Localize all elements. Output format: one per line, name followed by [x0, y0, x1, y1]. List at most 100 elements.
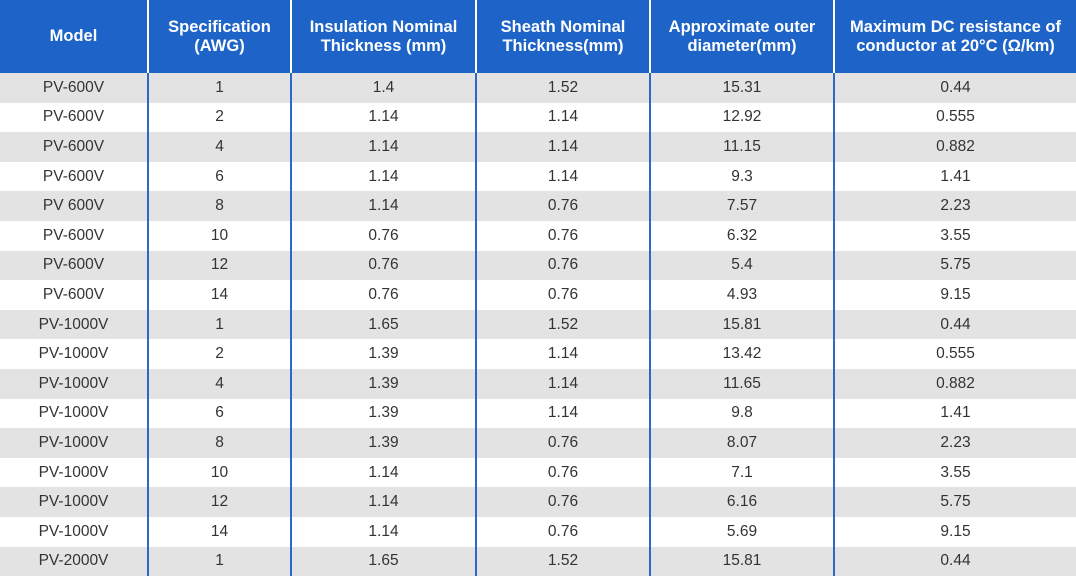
resistance-cell: 9.15	[833, 516, 1076, 547]
model-cell: PV-1000V	[0, 516, 148, 547]
resistance-cell: 2.23	[833, 191, 1076, 221]
table-body: PV-600V 1 1.4 1.52 15.31 0.44 PV-600V 2 1.14 1.14…	[0, 73, 1076, 577]
model-cell: PV-600V	[0, 250, 148, 281]
sheath-cell: 1.14	[475, 132, 650, 162]
resistance-cell: 9.15	[833, 280, 1076, 310]
model-cell: PV-600V	[0, 73, 148, 103]
insulation-cell: 1.39	[290, 428, 476, 458]
resistance-cell: 1.41	[833, 161, 1076, 192]
model-cell: PV-600V	[0, 132, 148, 162]
table-row: PV-600V 14 0.76 0.76 4.93 9.15	[0, 280, 1076, 310]
diameter-cell: 5.69	[649, 516, 834, 547]
resistance-cell: 3.55	[833, 457, 1076, 488]
resistance-cell: 0.555	[833, 339, 1076, 369]
table-row: PV-1000V 8 1.39 0.76 8.07 2.23	[0, 428, 1076, 458]
column-header-dc-resistance: Maximum DC resistance of conductor at 20…	[833, 0, 1076, 73]
column-header-model: Model	[0, 0, 148, 73]
insulation-cell: 1.39	[290, 339, 476, 369]
diameter-cell: 12.92	[649, 102, 834, 133]
awg-cell: 8	[147, 428, 291, 458]
table-row: PV-600V 4 1.14 1.14 11.15 0.882	[0, 132, 1076, 162]
model-cell: PV 600V	[0, 191, 148, 221]
awg-cell: 12	[147, 250, 291, 281]
sheath-cell: 1.14	[475, 398, 650, 429]
resistance-cell: 2.23	[833, 428, 1076, 458]
sheath-cell: 1.52	[475, 309, 650, 340]
awg-cell: 6	[147, 161, 291, 192]
awg-cell: 14	[147, 280, 291, 310]
sheath-cell: 1.14	[475, 161, 650, 192]
diameter-cell: 6.16	[649, 487, 834, 517]
diameter-cell: 7.1	[649, 457, 834, 488]
sheath-cell: 0.76	[475, 487, 650, 517]
diameter-cell: 11.15	[649, 132, 834, 162]
column-header-specification: Specification (AWG)	[147, 0, 291, 73]
resistance-cell: 0.44	[833, 73, 1076, 103]
model-cell: PV-600V	[0, 102, 148, 133]
sheath-cell: 1.52	[475, 546, 650, 577]
model-cell: PV-600V	[0, 161, 148, 192]
awg-cell: 1	[147, 546, 291, 577]
resistance-cell: 3.55	[833, 220, 1076, 251]
awg-cell: 10	[147, 457, 291, 488]
awg-cell: 2	[147, 339, 291, 369]
resistance-cell: 0.44	[833, 309, 1076, 340]
diameter-cell: 15.81	[649, 309, 834, 340]
awg-cell: 1	[147, 309, 291, 340]
column-header-sheath-thickness: Sheath Nominal Thickness(mm)	[475, 0, 650, 73]
resistance-cell: 0.44	[833, 546, 1076, 577]
column-header-outer-diameter: Approximate outer diameter(mm)	[649, 0, 834, 73]
diameter-cell: 4.93	[649, 280, 834, 310]
resistance-cell: 5.75	[833, 250, 1076, 281]
model-cell: PV-1000V	[0, 339, 148, 369]
table-row: PV-600V 1 1.4 1.52 15.31 0.44	[0, 73, 1076, 103]
column-header-insulation-thickness: Insulation Nominal Thickness (mm)	[290, 0, 476, 73]
insulation-cell: 1.14	[290, 487, 476, 517]
model-cell: PV-2000V	[0, 546, 148, 577]
sheath-cell: 1.14	[475, 102, 650, 133]
insulation-cell: 0.76	[290, 250, 476, 281]
awg-cell: 8	[147, 191, 291, 221]
insulation-cell: 1.65	[290, 309, 476, 340]
sheath-cell: 1.14	[475, 368, 650, 399]
model-cell: PV-1000V	[0, 487, 148, 517]
insulation-cell: 1.39	[290, 398, 476, 429]
resistance-cell: 0.882	[833, 132, 1076, 162]
awg-cell: 4	[147, 368, 291, 399]
diameter-cell: 13.42	[649, 339, 834, 369]
sheath-cell: 0.76	[475, 250, 650, 281]
insulation-cell: 1.4	[290, 73, 476, 103]
sheath-cell: 0.76	[475, 457, 650, 488]
header-row: Model Specification (AWG) Insulation Nom…	[0, 0, 1076, 73]
table-row: PV-600V 10 0.76 0.76 6.32 3.55	[0, 220, 1076, 251]
resistance-cell: 0.882	[833, 368, 1076, 399]
insulation-cell: 1.65	[290, 546, 476, 577]
model-cell: PV-1000V	[0, 368, 148, 399]
table-row: PV-1000V 12 1.14 0.76 6.16 5.75	[0, 487, 1076, 517]
diameter-cell: 11.65	[649, 368, 834, 399]
table-row: PV-600V 12 0.76 0.76 5.4 5.75	[0, 250, 1076, 281]
table-row: PV-600V 2 1.14 1.14 12.92 0.555	[0, 102, 1076, 133]
diameter-cell: 5.4	[649, 250, 834, 281]
insulation-cell: 1.14	[290, 132, 476, 162]
diameter-cell: 15.81	[649, 546, 834, 577]
insulation-cell: 1.14	[290, 102, 476, 133]
insulation-cell: 1.14	[290, 191, 476, 221]
model-cell: PV-1000V	[0, 398, 148, 429]
table-row: PV-1000V 1 1.65 1.52 15.81 0.44	[0, 309, 1076, 340]
sheath-cell: 1.14	[475, 339, 650, 369]
sheath-cell: 0.76	[475, 428, 650, 458]
awg-cell: 6	[147, 398, 291, 429]
table-row: PV-600V 6 1.14 1.14 9.3 1.41	[0, 161, 1076, 192]
diameter-cell: 6.32	[649, 220, 834, 251]
diameter-cell: 8.07	[649, 428, 834, 458]
insulation-cell: 0.76	[290, 280, 476, 310]
model-cell: PV-1000V	[0, 309, 148, 340]
sheath-cell: 0.76	[475, 280, 650, 310]
diameter-cell: 9.3	[649, 161, 834, 192]
table-header: Model Specification (AWG) Insulation Nom…	[0, 0, 1076, 73]
diameter-cell: 15.31	[649, 73, 834, 103]
resistance-cell: 0.555	[833, 102, 1076, 133]
table-row: PV-1000V 4 1.39 1.14 11.65 0.882	[0, 368, 1076, 399]
